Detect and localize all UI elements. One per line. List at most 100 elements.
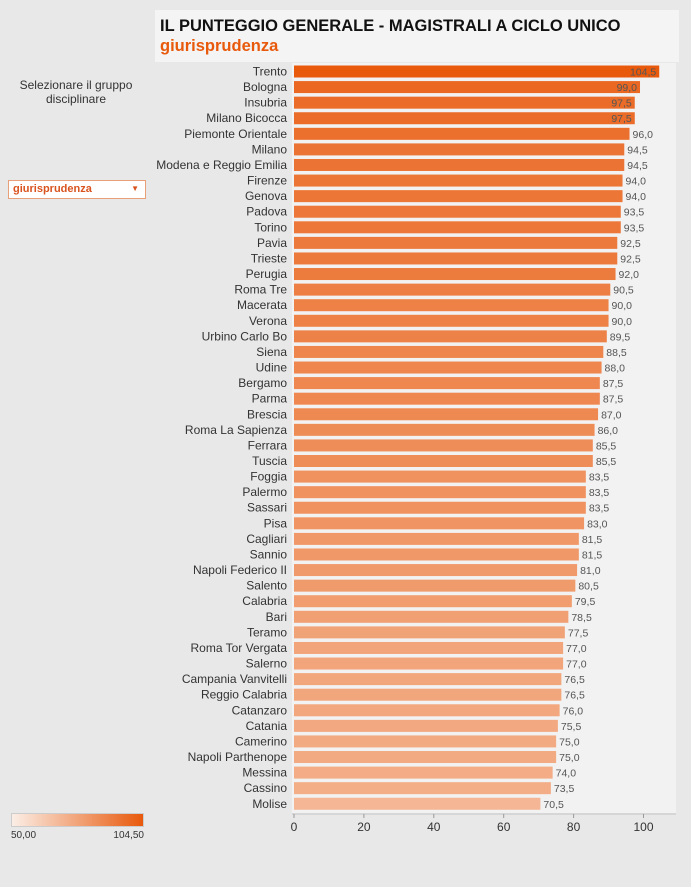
- category-label: Pisa: [264, 516, 288, 530]
- category-label: Reggio Calabria: [201, 688, 287, 702]
- data-label: 83,5: [589, 487, 610, 499]
- category-label: Napoli Parthenope: [188, 750, 288, 764]
- data-label: 87,0: [601, 409, 622, 421]
- color-legend-gradient: [11, 813, 144, 827]
- bar: [294, 704, 560, 717]
- bar: [294, 299, 609, 312]
- category-label: Udine: [256, 361, 288, 375]
- category-label: Tuscia: [252, 454, 287, 468]
- category-label: Torino: [254, 220, 287, 234]
- bar: [294, 221, 621, 234]
- category-label: Milano: [252, 142, 288, 156]
- data-label: 80,5: [578, 581, 599, 593]
- data-label: 73,5: [554, 783, 575, 795]
- x-tick-label: 40: [427, 820, 441, 834]
- data-label: 94,5: [627, 160, 648, 172]
- category-label: Urbino Carlo Bo: [202, 329, 288, 343]
- category-label: Palermo: [242, 485, 287, 499]
- data-label: 90,5: [613, 285, 634, 297]
- category-label: Milano Bicocca: [206, 111, 287, 125]
- category-label: Foggia: [250, 470, 287, 484]
- chart-title: IL PUNTEGGIO GENERALE - MAGISTRALI A CIC…: [160, 17, 621, 35]
- bar: [294, 81, 641, 94]
- category-label: Pavia: [257, 236, 287, 250]
- data-label: 88,0: [605, 363, 626, 375]
- bar: [294, 408, 599, 421]
- bar: [294, 236, 618, 249]
- bar: [294, 439, 593, 452]
- category-label: Bergamo: [238, 376, 287, 390]
- category-label: Firenze: [247, 174, 287, 188]
- category-label: Ferrara: [248, 438, 288, 452]
- bar: [294, 719, 558, 732]
- data-label: 92,5: [620, 253, 641, 265]
- bar: [294, 65, 660, 78]
- category-label: Roma Tre: [234, 283, 287, 297]
- data-label: 90,0: [612, 300, 633, 312]
- bar: [294, 626, 565, 639]
- bar: [294, 595, 572, 608]
- data-label: 90,0: [612, 316, 633, 328]
- category-label: Catanzaro: [232, 703, 288, 717]
- category-label: Roma La Sapienza: [185, 423, 287, 437]
- data-label: 94,5: [627, 144, 648, 156]
- data-label: 77,5: [568, 627, 589, 639]
- data-label: 94,0: [626, 176, 647, 188]
- x-tick-label: 100: [633, 820, 653, 834]
- bar: [294, 205, 621, 218]
- chart-title-box: IL PUNTEGGIO GENERALE - MAGISTRALI A CIC…: [155, 10, 679, 62]
- bar: [294, 377, 600, 390]
- data-label: 78,5: [571, 612, 592, 624]
- data-label: 89,5: [610, 331, 631, 343]
- data-label: 75,5: [561, 721, 582, 733]
- bar: [294, 797, 541, 810]
- x-tick-label: 60: [497, 820, 511, 834]
- bar: [294, 657, 564, 670]
- bar: [294, 143, 625, 156]
- data-label: 92,0: [619, 269, 640, 281]
- data-label: 94,0: [626, 191, 647, 203]
- data-label: 76,0: [563, 705, 584, 717]
- data-label: 97,5: [611, 113, 632, 125]
- data-label: 83,5: [589, 472, 610, 484]
- data-label: 85,5: [596, 456, 617, 468]
- data-label: 79,5: [575, 596, 596, 608]
- bar: [294, 766, 553, 779]
- data-label: 93,5: [624, 222, 645, 234]
- category-label: Roma Tor Vergata: [191, 641, 288, 655]
- data-label: 96,0: [633, 129, 654, 141]
- data-label: 81,0: [580, 565, 601, 577]
- category-label: Piemonte Orientale: [184, 127, 287, 141]
- bar: [294, 283, 611, 296]
- data-label: 83,0: [587, 518, 608, 530]
- category-label: Camerino: [235, 734, 287, 748]
- category-label: Campania Vanvitelli: [182, 672, 287, 686]
- bar: [294, 782, 551, 795]
- data-label: 87,5: [603, 378, 624, 390]
- data-label: 77,0: [566, 643, 587, 655]
- x-tick-label: 20: [357, 820, 371, 834]
- bar: [294, 423, 595, 436]
- category-label: Messina: [242, 766, 287, 780]
- bar: [294, 501, 586, 514]
- filter-label: Selezionare il gruppo disciplinare: [19, 78, 133, 106]
- category-label: Calabria: [242, 594, 287, 608]
- dropdown-arrow-icon[interactable]: ▼: [131, 184, 139, 193]
- bar: [294, 455, 593, 467]
- color-legend: 50,00 104,50: [11, 813, 144, 843]
- bar: [294, 470, 586, 483]
- category-label: Trento: [253, 65, 288, 79]
- data-label: 76,5: [564, 674, 585, 686]
- data-label: 74,0: [556, 768, 577, 780]
- bar: [294, 641, 564, 654]
- bar: [294, 190, 623, 203]
- category-label: Macerata: [237, 298, 287, 312]
- bar: [294, 751, 557, 764]
- bar: [294, 127, 630, 140]
- discipline-dropdown[interactable]: giurisprudenza ▼: [8, 180, 146, 199]
- category-label: Bari: [266, 610, 287, 624]
- bar: [294, 517, 585, 530]
- bar: [294, 268, 616, 281]
- data-label: 99,0: [617, 82, 638, 94]
